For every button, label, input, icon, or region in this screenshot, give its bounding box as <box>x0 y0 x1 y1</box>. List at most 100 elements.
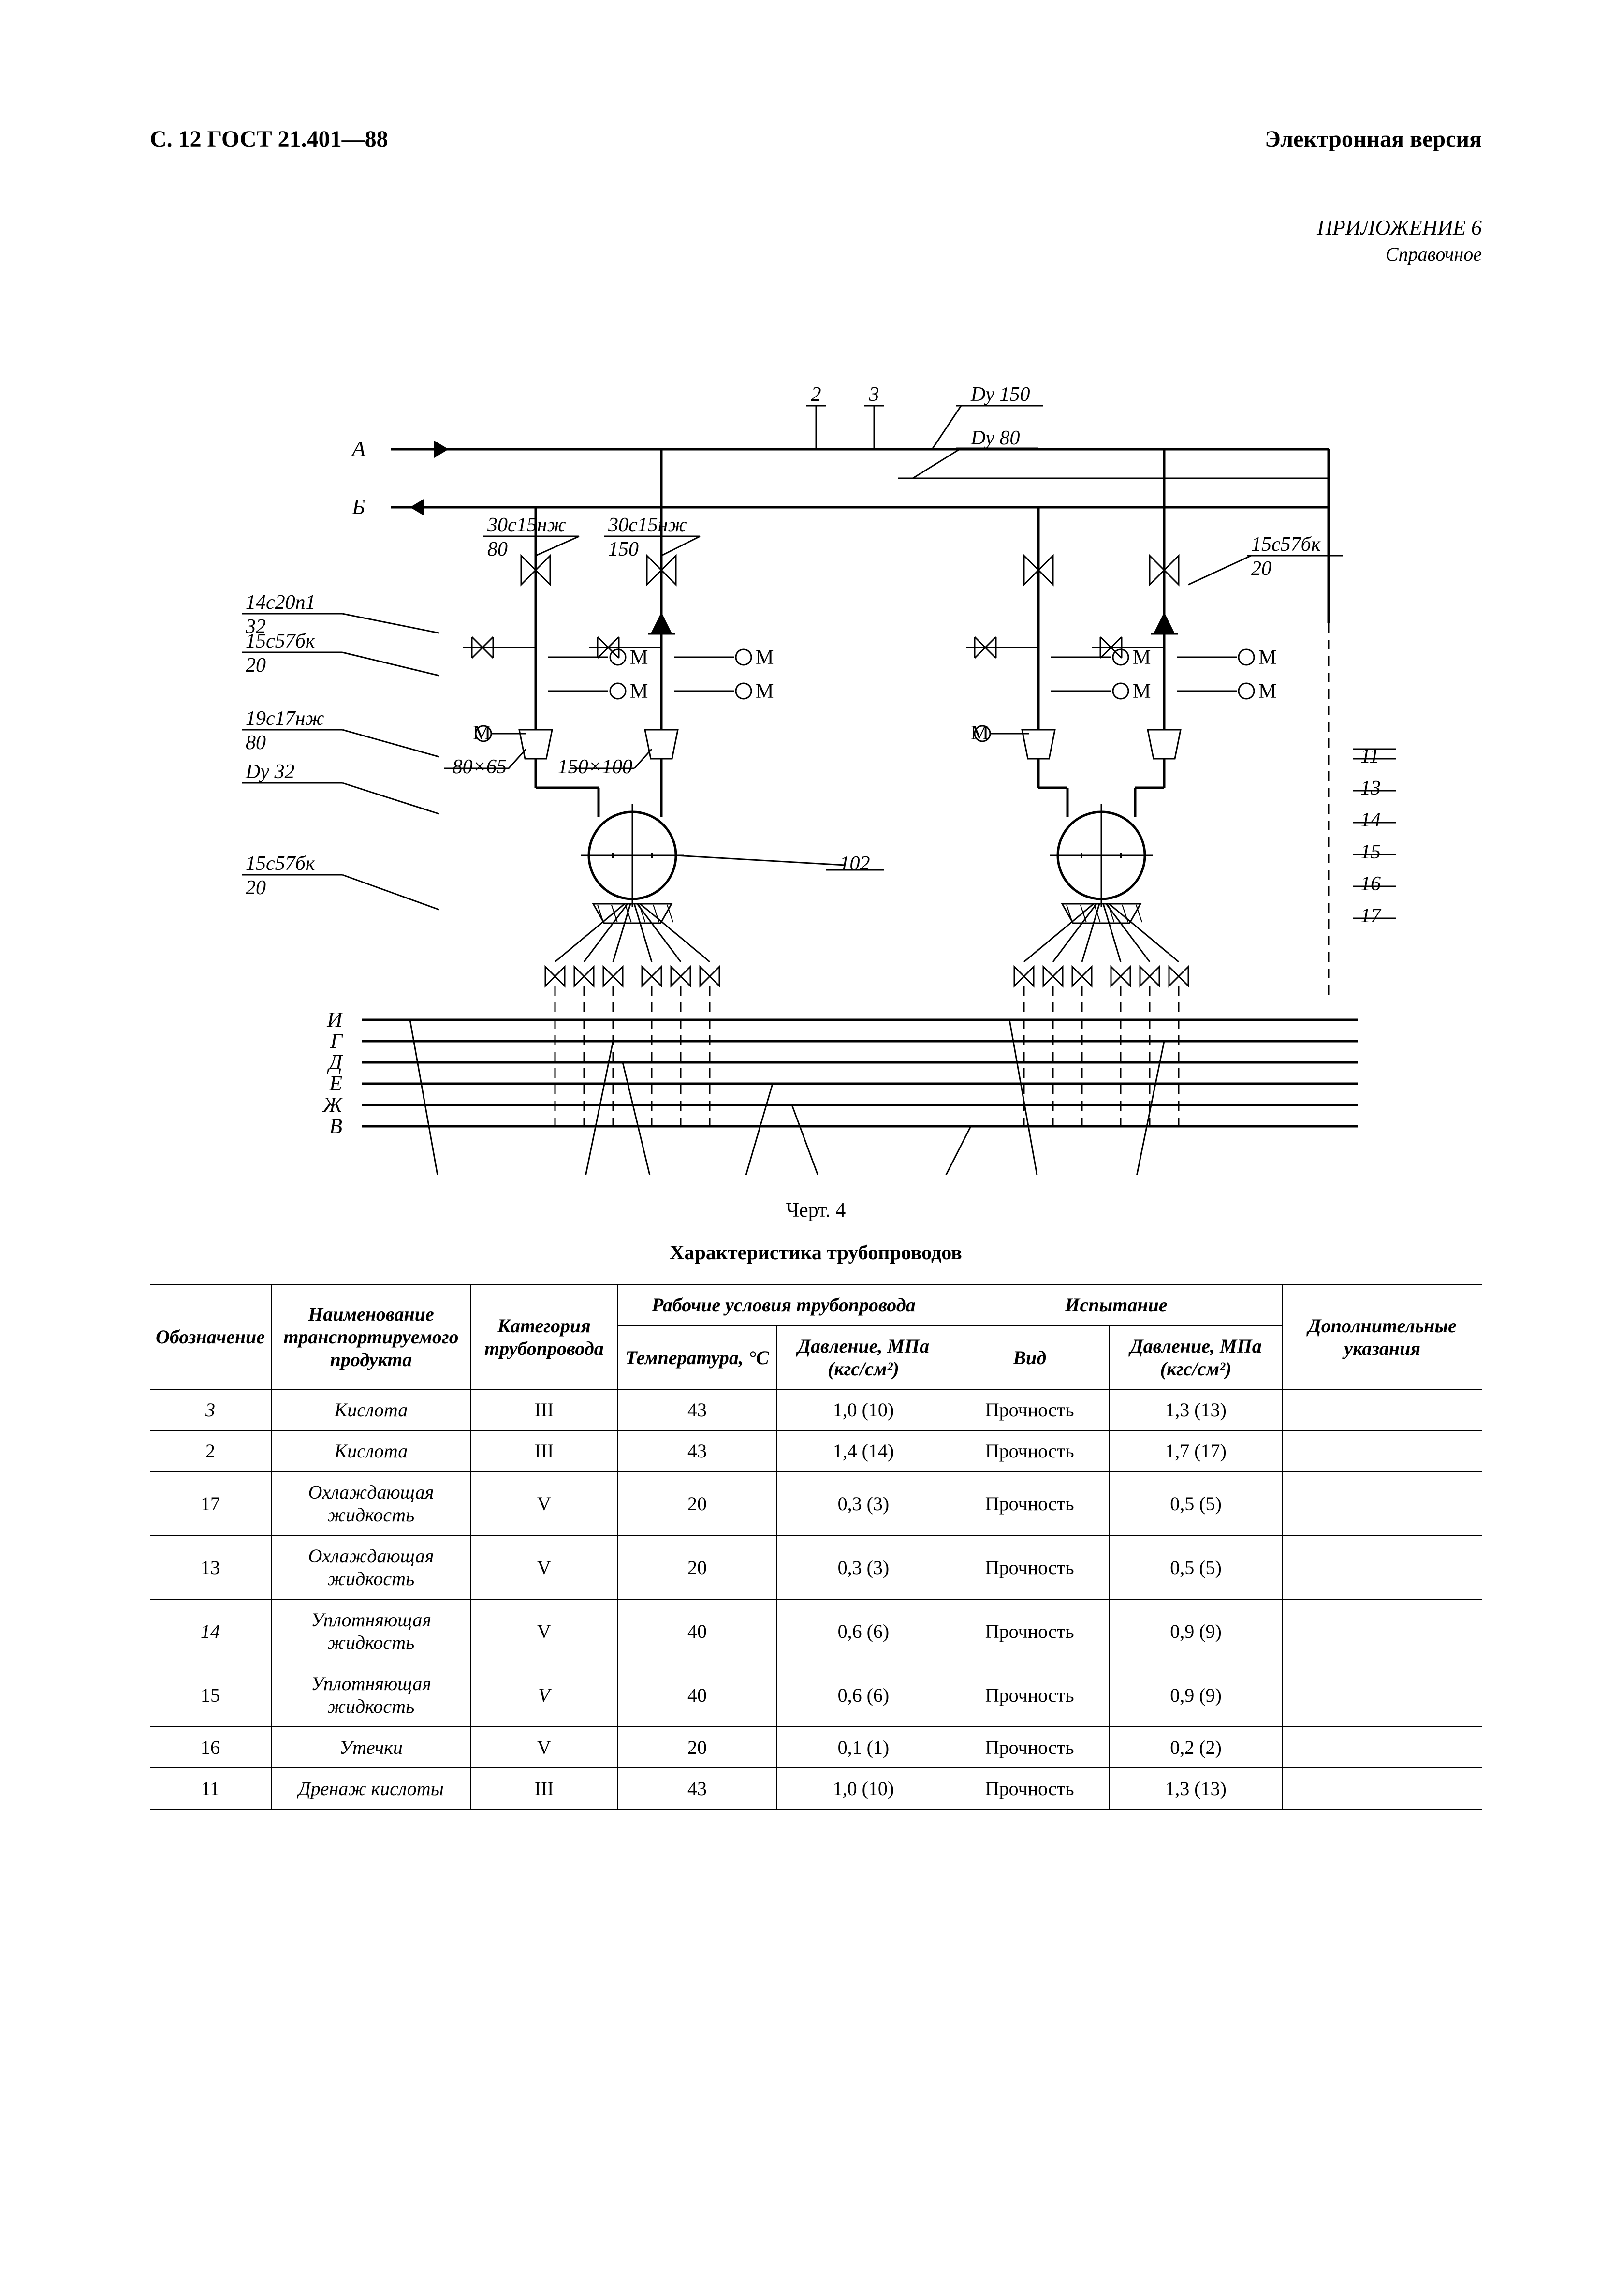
cell-temp: 40 <box>617 1599 777 1663</box>
svg-text:20: 20 <box>1251 558 1271 580</box>
cell-pres: 0,6 (6) <box>777 1599 950 1663</box>
svg-text:80: 80 <box>487 538 508 560</box>
table-title: Характеристика трубопроводов <box>150 1241 1482 1265</box>
diagram-container: АБ23Dу 150Dу 8030с15нж8030с15нж15015с57б… <box>150 362 1482 1175</box>
cell-pres2: 0,2 (2) <box>1110 1727 1283 1768</box>
th-note: Дополнитель­ные указания <box>1282 1284 1482 1389</box>
th-vid: Вид <box>950 1325 1110 1389</box>
svg-text:20: 20 <box>246 877 266 899</box>
svg-text:30с15нж: 30с15нж <box>487 514 566 536</box>
cell-prod: Кислота <box>271 1389 471 1430</box>
cell-cat: V <box>471 1535 617 1599</box>
th-pres: Давление, МПа (кгс/см²) <box>777 1325 950 1389</box>
cell-prod: Охлаждающая жидкость <box>271 1535 471 1599</box>
svg-text:М: М <box>1133 680 1151 703</box>
svg-text:М: М <box>630 680 648 703</box>
appendix-block: ПРИЛОЖЕНИЕ 6 Справочное <box>150 215 1482 265</box>
cell-prod: Уплотняющая жидкость <box>271 1663 471 1727</box>
svg-text:М: М <box>756 680 774 703</box>
cell-prod: Утечки <box>271 1727 471 1768</box>
cell-oboz: 15 <box>150 1663 271 1727</box>
table-row: 3КислотаIII431,0 (10)Прочность1,3 (13) <box>150 1389 1482 1430</box>
cell-pres: 0,3 (3) <box>777 1472 950 1535</box>
svg-text:15с57бк: 15с57бк <box>1251 533 1321 556</box>
cell-prod: Уплотняющая жидкость <box>271 1599 471 1663</box>
cell-temp: 43 <box>617 1768 777 1809</box>
cell-cat: V <box>471 1663 617 1727</box>
svg-text:3: 3 <box>868 383 879 406</box>
cell-pres: 0,6 (6) <box>777 1663 950 1727</box>
cell-cat: V <box>471 1727 617 1768</box>
cell-pres2: 0,9 (9) <box>1110 1599 1283 1663</box>
th-temp: Температура, °С <box>617 1325 777 1389</box>
th-test-group: Испытание <box>950 1284 1283 1325</box>
table-header-row-1: Обозначение Наименование транспортируе­м… <box>150 1284 1482 1325</box>
svg-text:16: 16 <box>1360 873 1381 895</box>
svg-text:М: М <box>756 647 774 669</box>
svg-text:Ж: Ж <box>321 1093 343 1117</box>
svg-text:14с20п1: 14с20п1 <box>246 591 316 614</box>
svg-text:М: М <box>1133 647 1151 669</box>
cell-pres2: 0,9 (9) <box>1110 1663 1283 1727</box>
svg-text:Б: Б <box>351 494 365 519</box>
cell-pres: 1,0 (10) <box>777 1768 950 1809</box>
cell-note <box>1282 1535 1482 1599</box>
table-row: 17Охлаждающая жидкостьV200,3 (3)Прочност… <box>150 1472 1482 1535</box>
svg-text:Д: Д <box>327 1050 343 1074</box>
table-row: 2КислотаIII431,4 (14)Прочность1,7 (17) <box>150 1430 1482 1472</box>
cell-note <box>1282 1430 1482 1472</box>
cell-note <box>1282 1727 1482 1768</box>
svg-text:Dу 32: Dу 32 <box>245 761 294 783</box>
cell-cat: III <box>471 1389 617 1430</box>
cell-temp: 40 <box>617 1663 777 1727</box>
cell-note <box>1282 1599 1482 1663</box>
cell-cat: III <box>471 1768 617 1809</box>
svg-text:13: 13 <box>1360 777 1381 799</box>
svg-text:20: 20 <box>246 654 266 677</box>
cell-temp: 20 <box>617 1472 777 1535</box>
cell-oboz: 3 <box>150 1389 271 1430</box>
cell-pres2: 1,7 (17) <box>1110 1430 1283 1472</box>
cell-oboz: 2 <box>150 1430 271 1472</box>
cell-note <box>1282 1663 1482 1727</box>
svg-text:Е: Е <box>329 1072 342 1095</box>
cell-vid: Прочность <box>950 1768 1110 1809</box>
cell-pres: 0,3 (3) <box>777 1535 950 1599</box>
cell-prod: Дренаж кислоты <box>271 1768 471 1809</box>
cell-cat: V <box>471 1472 617 1535</box>
table-row: 16УтечкиV200,1 (1)Прочность0,2 (2) <box>150 1727 1482 1768</box>
svg-text:14: 14 <box>1360 809 1381 831</box>
svg-text:Dу 150: Dу 150 <box>970 383 1030 406</box>
svg-text:Dу 80: Dу 80 <box>970 427 1020 449</box>
cell-temp: 20 <box>617 1727 777 1768</box>
table-row: 13Охлаждающая жидкостьV200,3 (3)Прочност… <box>150 1535 1482 1599</box>
svg-text:И: И <box>326 1008 343 1031</box>
table-row: 11Дренаж кислотыIII431,0 (10)Прочность1,… <box>150 1768 1482 1809</box>
svg-text:В: В <box>329 1114 342 1138</box>
cell-pres2: 0,5 (5) <box>1110 1472 1283 1535</box>
svg-text:М: М <box>1258 680 1276 703</box>
cell-pres: 1,0 (10) <box>777 1389 950 1430</box>
cell-oboz: 16 <box>150 1727 271 1768</box>
cell-pres2: 1,3 (13) <box>1110 1389 1283 1430</box>
th-cat: Категория трубопровода <box>471 1284 617 1389</box>
cell-cat: V <box>471 1599 617 1663</box>
cell-note <box>1282 1768 1482 1809</box>
svg-text:А: А <box>351 436 366 461</box>
table-row: 15Уплотняющая жидкостьV400,6 (6)Прочност… <box>150 1663 1482 1727</box>
cell-temp: 20 <box>617 1535 777 1599</box>
appendix-title: ПРИЛОЖЕНИЕ 6 <box>150 215 1482 240</box>
cell-oboz: 17 <box>150 1472 271 1535</box>
th-oboz: Обозначение <box>150 1284 271 1389</box>
svg-text:15с57бк: 15с57бк <box>246 853 315 875</box>
cell-prod: Кислота <box>271 1430 471 1472</box>
table-row: 14Уплотняющая жидкостьV400,6 (6)Прочност… <box>150 1599 1482 1663</box>
cell-vid: Прочность <box>950 1535 1110 1599</box>
svg-text:30с15нж: 30с15нж <box>608 514 687 536</box>
cell-oboz: 13 <box>150 1535 271 1599</box>
svg-text:80: 80 <box>246 732 266 754</box>
cell-vid: Прочность <box>950 1472 1110 1535</box>
cell-vid: Прочность <box>950 1727 1110 1768</box>
cell-pres2: 0,5 (5) <box>1110 1535 1283 1599</box>
svg-text:М: М <box>630 647 648 669</box>
